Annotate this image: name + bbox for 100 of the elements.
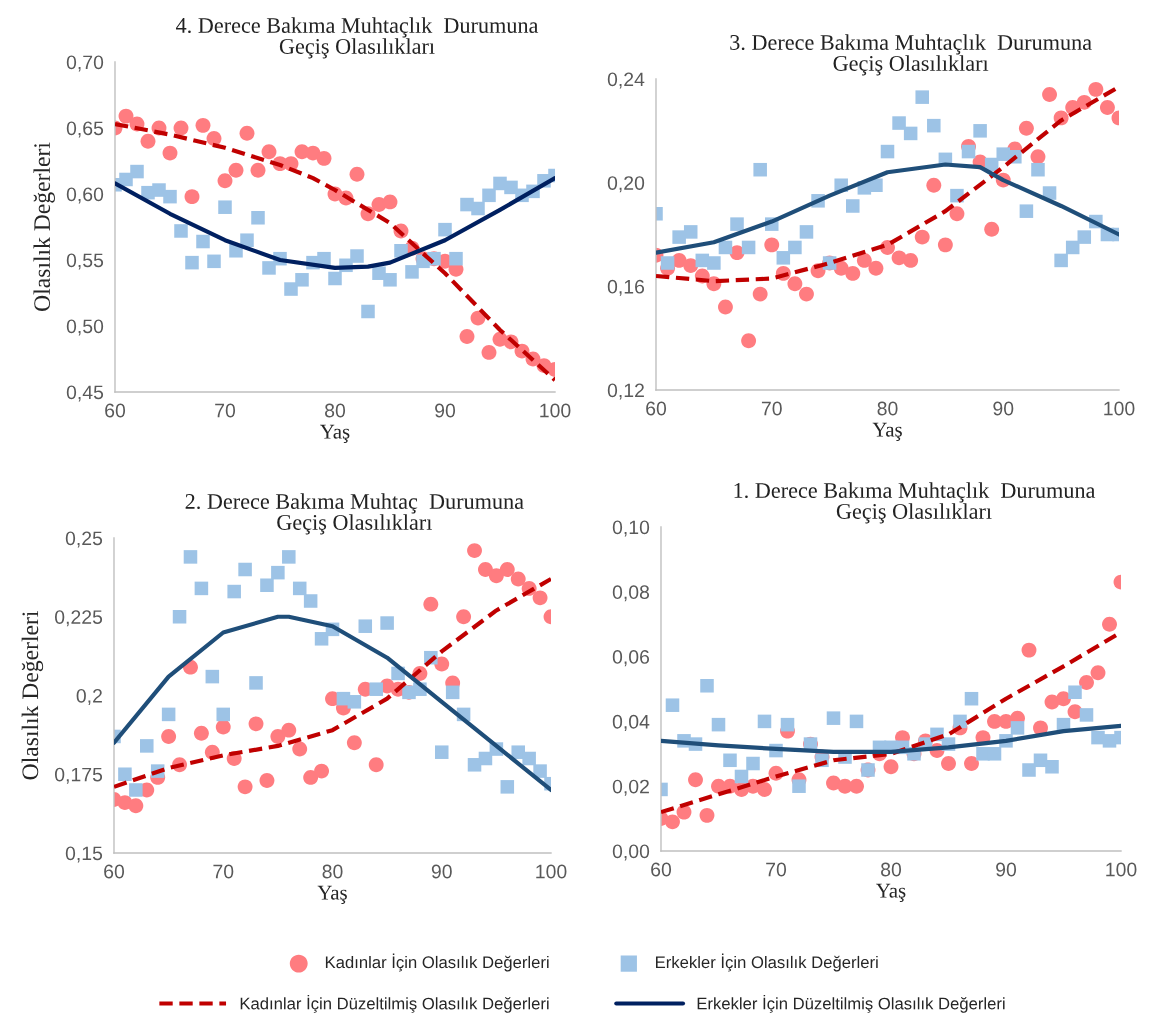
point (161, 707, 176, 722)
point (459, 329, 475, 345)
point (665, 698, 680, 712)
y-tick-label: 0,2 (76, 688, 102, 706)
point (672, 230, 686, 244)
point (196, 234, 210, 249)
point (185, 255, 199, 270)
point (140, 739, 154, 753)
point (130, 164, 144, 179)
x-tick-label: 70 (215, 403, 236, 418)
x-tick-label: 100 (536, 864, 567, 879)
point (449, 251, 463, 266)
point (1030, 149, 1046, 165)
chart-title: 3. Derece Bakıma Muhtaçlık Durumuna Geçiş Olasılıkları (730, 34, 1092, 76)
point (183, 550, 198, 564)
point (239, 125, 255, 141)
point (482, 188, 496, 203)
line-series (115, 121, 555, 383)
x-tick-label: 90 (996, 862, 1017, 877)
x-tick-label: 90 (431, 864, 452, 879)
point (481, 344, 497, 360)
point (510, 571, 526, 587)
point (883, 759, 899, 775)
point (718, 299, 733, 315)
point (369, 682, 383, 696)
point (292, 581, 307, 596)
point (504, 180, 518, 195)
x-tick-label: 70 (766, 862, 787, 877)
point (903, 252, 919, 268)
point (368, 757, 384, 773)
point (846, 199, 860, 213)
x-axis-title: Yaş (320, 424, 350, 443)
point (292, 741, 308, 757)
point (792, 779, 806, 793)
point (284, 282, 298, 296)
point (1102, 616, 1117, 632)
x-tick-label: 70 (761, 401, 782, 416)
point (1068, 685, 1082, 700)
y-axis-title: Olasılık Değerleri (21, 611, 44, 780)
point (445, 685, 460, 700)
y-tick-label: 0,45 (66, 385, 104, 402)
point (478, 562, 493, 577)
point (347, 695, 362, 709)
legend-label: Erkekler İçin Düzeltilmiş Olasılık Değerleri (697, 994, 1005, 1013)
point (405, 265, 419, 279)
point (665, 814, 680, 830)
point (1031, 162, 1045, 177)
y-axis-title: Olasılık Değerleri (33, 142, 55, 311)
point (193, 725, 209, 741)
point (718, 240, 733, 255)
point (1088, 81, 1104, 97)
point (240, 233, 254, 247)
point (205, 669, 220, 684)
point (757, 714, 772, 729)
point (788, 240, 802, 255)
point (660, 256, 675, 270)
legend-label: Kadınlar İçin Düzeltilmiş Olasılık Değerleri (240, 994, 549, 1013)
x-tick-label: 60 (646, 401, 667, 416)
point (1079, 675, 1094, 690)
point (281, 722, 297, 738)
point (914, 229, 930, 245)
point (1079, 708, 1094, 722)
point (741, 240, 756, 255)
point (926, 177, 942, 193)
point (1090, 665, 1106, 681)
point (892, 116, 906, 130)
point (734, 769, 749, 784)
point (522, 751, 536, 766)
point (438, 222, 452, 237)
y-tick-label: 0,02 (612, 779, 649, 796)
point (251, 210, 265, 225)
point (172, 609, 187, 624)
point (262, 261, 276, 275)
x-tick-label: 60 (651, 862, 672, 877)
point (688, 772, 703, 788)
point (328, 271, 342, 286)
point (237, 779, 253, 795)
point (361, 304, 375, 319)
point (499, 562, 515, 577)
point (941, 756, 956, 771)
y-tick-label: 0,50 (66, 319, 104, 336)
point (215, 719, 231, 735)
point (174, 224, 188, 238)
point (723, 753, 737, 768)
point (248, 716, 264, 732)
point (270, 729, 286, 744)
point (699, 807, 715, 823)
point (314, 763, 330, 779)
point (282, 550, 296, 564)
y-tick-label: 0,55 (66, 253, 104, 270)
point (984, 221, 1000, 237)
point (752, 286, 768, 302)
x-tick-label: 80 (322, 864, 343, 879)
x-tick-label: 80 (877, 401, 898, 416)
point (964, 756, 979, 771)
y-tick-label: 0,16 (607, 279, 645, 296)
point (757, 781, 772, 797)
point (259, 773, 275, 788)
y-tick-label: 0,10 (612, 520, 650, 537)
point (1042, 87, 1057, 102)
